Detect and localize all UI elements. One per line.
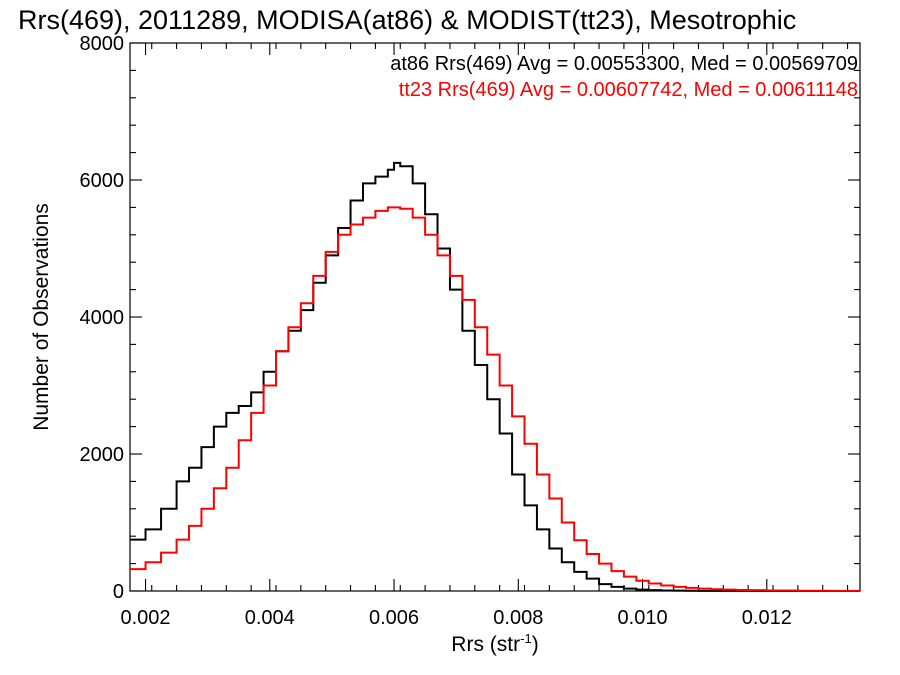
y-tick-label: 6000 (80, 170, 125, 192)
x-tick-label: 0.006 (369, 607, 419, 629)
x-axis-tick-labels: 0.002 0.004 0.006 0.008 0.010 0.012 (121, 607, 792, 629)
y-axis-label: Number of Observations (30, 203, 53, 431)
x-axis-label-main: Rrs (str (451, 633, 520, 656)
legend-entry-at86: at86 Rrs(469) Avg = 0.00553300, Med = 0.… (390, 53, 858, 75)
y-axis-tick-labels: 0 2000 4000 6000 8000 (80, 33, 125, 603)
x-axis-label-close: ) (532, 633, 539, 656)
plot-frame (129, 42, 861, 592)
y-tick-label: 8000 (80, 33, 125, 55)
x-axis-label-superscript: -1 (520, 631, 532, 646)
x-tick-label: 0.008 (493, 607, 543, 629)
x-tick-label: 0.010 (618, 607, 668, 629)
y-tick-label: 2000 (80, 444, 125, 466)
series-layer (130, 161, 861, 592)
x-axis-label: Rrs (str-1) (451, 631, 538, 656)
y-axis-ticks (130, 42, 860, 592)
x-tick-label: 0.004 (245, 607, 295, 629)
series-tt23-histogram (130, 206, 861, 592)
x-axis-ticks (144, 43, 849, 591)
x-tick-label: 0.002 (121, 607, 171, 629)
y-tick-label: 4000 (80, 307, 125, 329)
legend-entry-tt23: tt23 Rrs(469) Avg = 0.00607742, Med = 0.… (399, 79, 858, 101)
series-at86-histogram (130, 161, 860, 592)
y-tick-label: 0 (113, 581, 124, 603)
chart-title: Rrs(469), 2011289, MODISA(at86) & MODIST… (18, 5, 796, 35)
x-tick-label: 0.012 (742, 607, 792, 629)
